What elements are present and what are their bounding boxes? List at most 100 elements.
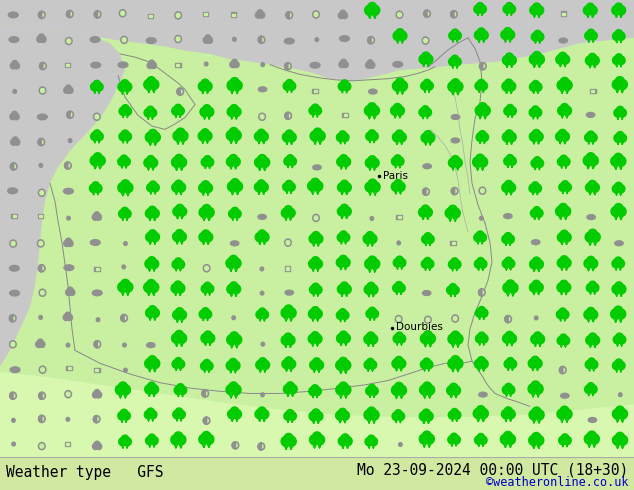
- Circle shape: [616, 106, 624, 115]
- Bar: [285, 136, 294, 140]
- Circle shape: [340, 10, 346, 16]
- Bar: [311, 263, 320, 267]
- Circle shape: [612, 362, 620, 369]
- Bar: [451, 162, 460, 165]
- Circle shape: [503, 5, 510, 13]
- Bar: [283, 339, 293, 343]
- Circle shape: [95, 115, 99, 119]
- Circle shape: [427, 235, 434, 244]
- Circle shape: [585, 361, 593, 368]
- Circle shape: [507, 82, 515, 91]
- Bar: [395, 136, 404, 140]
- Circle shape: [535, 260, 543, 269]
- Circle shape: [421, 133, 429, 142]
- Circle shape: [396, 11, 403, 18]
- Circle shape: [424, 233, 432, 241]
- Ellipse shape: [9, 37, 19, 43]
- Circle shape: [507, 317, 510, 321]
- Bar: [586, 9, 595, 13]
- Circle shape: [585, 385, 592, 393]
- Circle shape: [454, 31, 462, 40]
- Circle shape: [94, 341, 101, 348]
- Circle shape: [342, 12, 347, 19]
- Circle shape: [281, 336, 290, 345]
- Circle shape: [534, 157, 541, 165]
- Bar: [368, 162, 377, 166]
- Bar: [477, 338, 486, 341]
- Bar: [257, 14, 263, 17]
- Circle shape: [531, 335, 539, 343]
- Circle shape: [590, 385, 597, 393]
- Circle shape: [65, 312, 71, 318]
- Polygon shape: [10, 163, 14, 170]
- Circle shape: [453, 436, 460, 444]
- Circle shape: [424, 79, 431, 88]
- Circle shape: [419, 55, 427, 64]
- Ellipse shape: [90, 240, 100, 245]
- Bar: [368, 135, 376, 139]
- Bar: [285, 186, 293, 189]
- Bar: [558, 135, 567, 139]
- Bar: [286, 268, 289, 270]
- Circle shape: [93, 153, 102, 163]
- Circle shape: [309, 286, 317, 294]
- Bar: [451, 61, 459, 64]
- Bar: [340, 15, 346, 17]
- Circle shape: [205, 207, 214, 217]
- Bar: [149, 187, 157, 190]
- Circle shape: [149, 60, 155, 66]
- Circle shape: [448, 359, 457, 368]
- Circle shape: [451, 409, 458, 416]
- Bar: [147, 362, 157, 366]
- Circle shape: [121, 207, 129, 216]
- Circle shape: [227, 335, 236, 344]
- Circle shape: [590, 434, 599, 444]
- Bar: [96, 268, 99, 270]
- Circle shape: [371, 5, 380, 15]
- Bar: [506, 110, 514, 113]
- Bar: [12, 142, 18, 144]
- Circle shape: [561, 434, 569, 442]
- Circle shape: [230, 77, 239, 87]
- Circle shape: [534, 83, 542, 91]
- Ellipse shape: [91, 62, 101, 68]
- Circle shape: [449, 31, 456, 40]
- Circle shape: [425, 385, 435, 395]
- Circle shape: [585, 232, 594, 242]
- Circle shape: [585, 56, 594, 65]
- Circle shape: [534, 384, 543, 394]
- Circle shape: [231, 361, 240, 370]
- Circle shape: [480, 359, 488, 368]
- Circle shape: [119, 10, 126, 17]
- Bar: [229, 161, 238, 164]
- Circle shape: [151, 308, 159, 318]
- Bar: [203, 365, 211, 368]
- Bar: [366, 338, 375, 342]
- Bar: [94, 394, 100, 396]
- Circle shape: [307, 181, 317, 191]
- Bar: [504, 238, 512, 242]
- Circle shape: [398, 81, 408, 91]
- Circle shape: [424, 190, 428, 194]
- Circle shape: [39, 87, 46, 94]
- Circle shape: [502, 183, 510, 192]
- Circle shape: [617, 156, 626, 166]
- Circle shape: [232, 130, 242, 140]
- Circle shape: [123, 157, 131, 166]
- Circle shape: [289, 385, 297, 393]
- Bar: [394, 363, 403, 366]
- Circle shape: [314, 412, 323, 420]
- Bar: [395, 287, 403, 290]
- Circle shape: [150, 158, 158, 167]
- Bar: [586, 159, 596, 163]
- Bar: [148, 65, 155, 67]
- Circle shape: [426, 334, 436, 343]
- Text: Paris: Paris: [383, 171, 408, 180]
- Circle shape: [505, 257, 512, 265]
- Circle shape: [507, 235, 514, 243]
- Polygon shape: [204, 417, 207, 424]
- Circle shape: [557, 283, 566, 292]
- Circle shape: [532, 280, 541, 289]
- Bar: [478, 136, 486, 140]
- Circle shape: [555, 132, 564, 141]
